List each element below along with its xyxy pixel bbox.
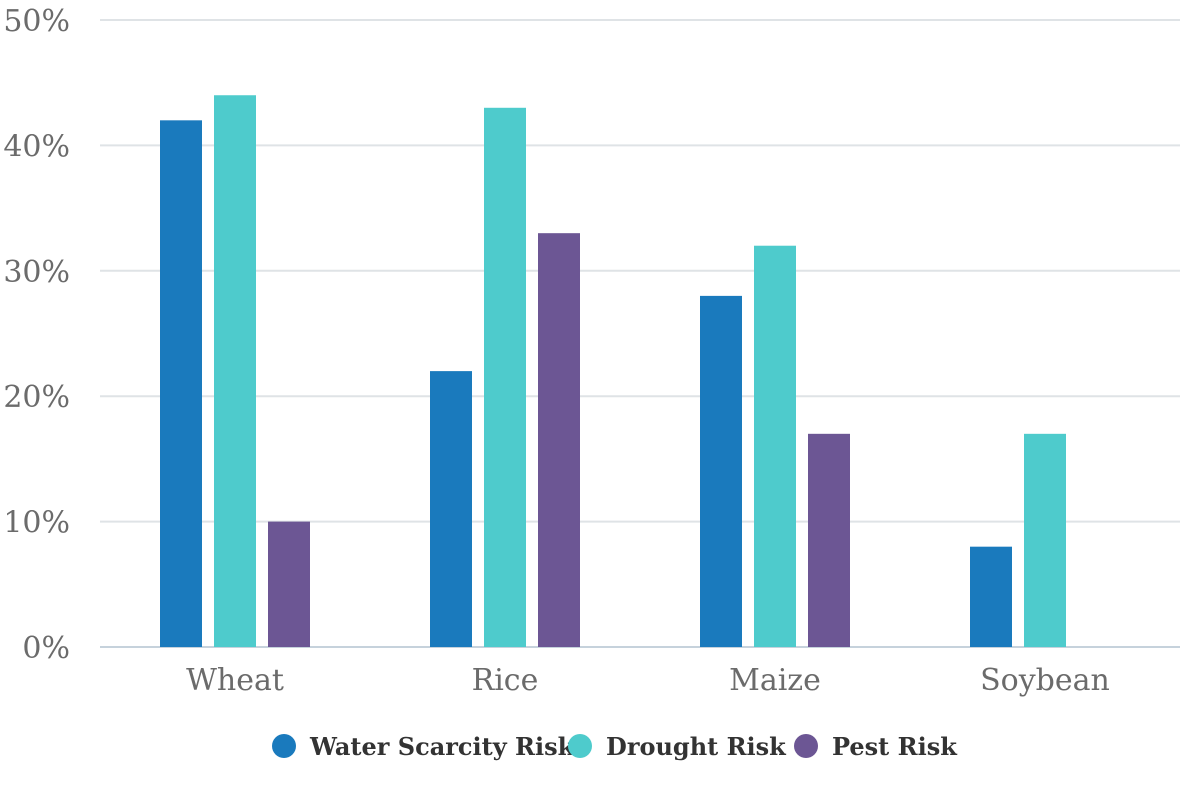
legend-label: Pest Risk	[832, 732, 958, 761]
legend-marker	[794, 734, 818, 758]
x-category-label: Rice	[472, 663, 539, 698]
bar-wheat-water-scarcity-risk	[160, 120, 202, 647]
bar-maize-drought-risk	[754, 245, 796, 647]
bar-rice-water-scarcity-risk	[430, 371, 472, 647]
bar-wheat-drought-risk	[214, 95, 256, 648]
x-axis-category-labels: Wheat Rice Maize Soybean	[186, 663, 1110, 698]
bar-soybean-water-scarcity-risk	[970, 546, 1012, 647]
legend-marker	[272, 734, 296, 758]
bar-maize-water-scarcity-risk	[700, 295, 742, 647]
bar-rice-pest-risk	[538, 233, 580, 647]
y-axis-tick-labels: 0% 10% 20% 30% 40% 50%	[3, 4, 70, 666]
bar-maize-pest-risk	[808, 433, 850, 647]
legend-label: Water Scarcity Risk	[309, 732, 576, 761]
bar-wheat-pest-risk	[268, 521, 310, 647]
bars	[160, 95, 1066, 648]
legend-marker	[568, 734, 592, 758]
y-tick-label: 10%	[3, 506, 70, 541]
x-category-label: Soybean	[980, 663, 1110, 698]
y-tick-label: 40%	[3, 129, 70, 164]
y-tick-label: 50%	[3, 4, 70, 39]
bar-soybean-drought-risk	[1024, 433, 1066, 647]
legend: Water Scarcity Risk Drought Risk Pest Risk	[272, 732, 958, 761]
x-category-label: Wheat	[186, 663, 284, 698]
legend-label: Drought Risk	[606, 732, 787, 761]
y-tick-label: 30%	[3, 255, 70, 290]
bar-rice-drought-risk	[484, 107, 526, 647]
y-tick-label: 0%	[22, 631, 70, 666]
gridlines	[100, 19, 1180, 648]
y-tick-label: 20%	[3, 380, 70, 415]
x-category-label: Maize	[729, 663, 821, 698]
